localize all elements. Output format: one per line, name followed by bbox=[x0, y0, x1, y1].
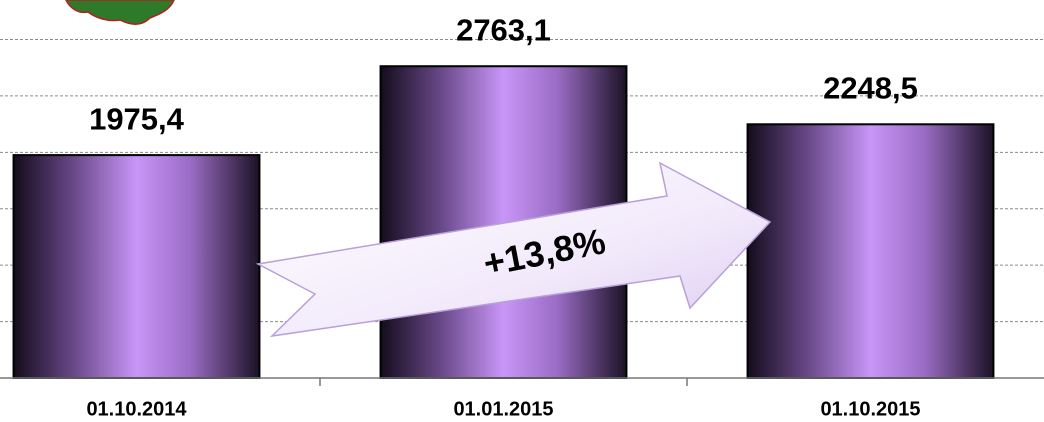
x-tick-label: 01.10.2014 bbox=[86, 398, 187, 420]
bar bbox=[746, 123, 995, 380]
bar bbox=[12, 154, 261, 379]
x-tick-label: 01.10.2015 bbox=[820, 398, 920, 420]
value-label: 2248,5 bbox=[823, 70, 918, 105]
value-label: 2763,1 bbox=[456, 12, 551, 47]
growth-arrow: +13,8% bbox=[255, 161, 772, 338]
value-label: 1975,4 bbox=[89, 101, 185, 136]
labels: 01.10.2014 1975,4 01.01.2015 2763,1 01.10.20… bbox=[86, 12, 920, 420]
logo bbox=[65, 0, 175, 25]
arrow-shape bbox=[255, 161, 772, 338]
x-tick-label: 01.01.2015 bbox=[453, 398, 553, 420]
